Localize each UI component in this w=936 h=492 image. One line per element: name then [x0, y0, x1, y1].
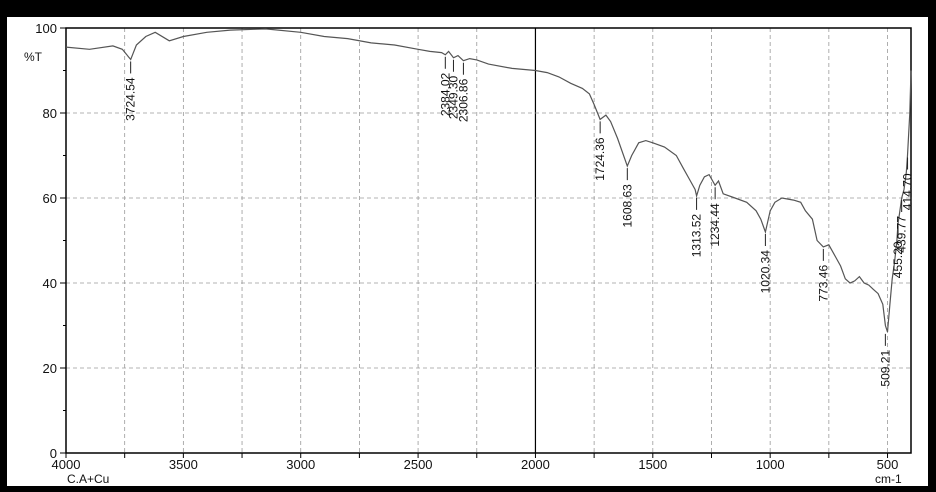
peak-marker: 3724.54 — [124, 61, 138, 121]
peak-marker: 439.77 — [895, 200, 909, 253]
y-tick-label: 80 — [43, 106, 57, 121]
peak-label: 414.70 — [901, 173, 915, 210]
peak-label: 2349.30 — [446, 75, 460, 119]
ir-spectrum-chart: 4000 3500 3000 2500 2000 1500 1000 500 0 20 40 60 8… — [24, 21, 915, 486]
peak-label: 509.21 — [878, 350, 892, 387]
x-tick-label: 500 — [877, 457, 899, 472]
peak-label: 2306.86 — [456, 78, 470, 122]
y-tick-label: 60 — [43, 191, 57, 206]
plot-frame — [65, 27, 912, 454]
peak-marker: 1313.52 — [690, 197, 704, 258]
x-tick-label: 2500 — [404, 457, 433, 472]
peak-marker: 414.70 — [901, 157, 915, 210]
peak-marker: 1608.63 — [620, 168, 634, 228]
peak-marker: 1234.44 — [708, 187, 722, 247]
peak-label: 2384.02 — [438, 72, 452, 116]
x-unit-label: cm-1 — [875, 472, 902, 486]
y-tick-label: 20 — [43, 361, 57, 376]
series-group — [65, 28, 912, 333]
x-tick-label: 4000 — [52, 457, 81, 472]
peak-label: 1020.34 — [758, 250, 772, 294]
y-tick-label: 100 — [35, 21, 57, 36]
x-tick-label: 3500 — [169, 457, 198, 472]
x-tick-label: 2000 — [521, 457, 550, 472]
y-axis-label: %T — [24, 50, 43, 64]
spectrum-panel: 4000 3500 3000 2500 2000 1500 1000 500 0 20 40 60 8… — [7, 17, 928, 486]
spectrum-line — [65, 28, 912, 333]
peak-label: 773.46 — [816, 265, 830, 302]
peak-marker: 2349.30 — [446, 59, 460, 119]
sample-label: C.A+Cu — [67, 472, 109, 486]
x-tick-label: 1000 — [756, 457, 785, 472]
peak-marker: 1724.36 — [593, 121, 607, 181]
peak-label: 1234.44 — [708, 203, 722, 247]
x-tick-label: 1500 — [638, 457, 667, 472]
peak-label: 1313.52 — [690, 214, 704, 258]
grid-lines — [66, 28, 911, 453]
y-tick-label: 0 — [50, 446, 57, 461]
peak-label: 1608.63 — [620, 184, 634, 228]
peak-label: 3724.54 — [124, 77, 138, 121]
peak-marker: 773.46 — [816, 248, 830, 302]
peak-label: 439.77 — [895, 216, 909, 253]
axes — [60, 27, 912, 458]
peak-marker: 2384.02 — [438, 56, 452, 116]
x-tick-labels: 4000 3500 3000 2500 2000 1500 1000 500 — [52, 457, 899, 472]
peak-marker: 455.20 — [891, 225, 905, 278]
peak-marker: 2306.86 — [456, 62, 470, 122]
y-tick-labels: 0 20 40 60 80 100 — [35, 21, 57, 461]
peak-marker: 509.21 — [878, 333, 892, 387]
peak-marker: 1020.34 — [758, 234, 772, 293]
x-tick-label: 3000 — [286, 457, 315, 472]
y-tick-label: 40 — [43, 276, 57, 291]
peak-label: 1724.36 — [593, 137, 607, 181]
peak-label: 455.20 — [891, 241, 905, 278]
